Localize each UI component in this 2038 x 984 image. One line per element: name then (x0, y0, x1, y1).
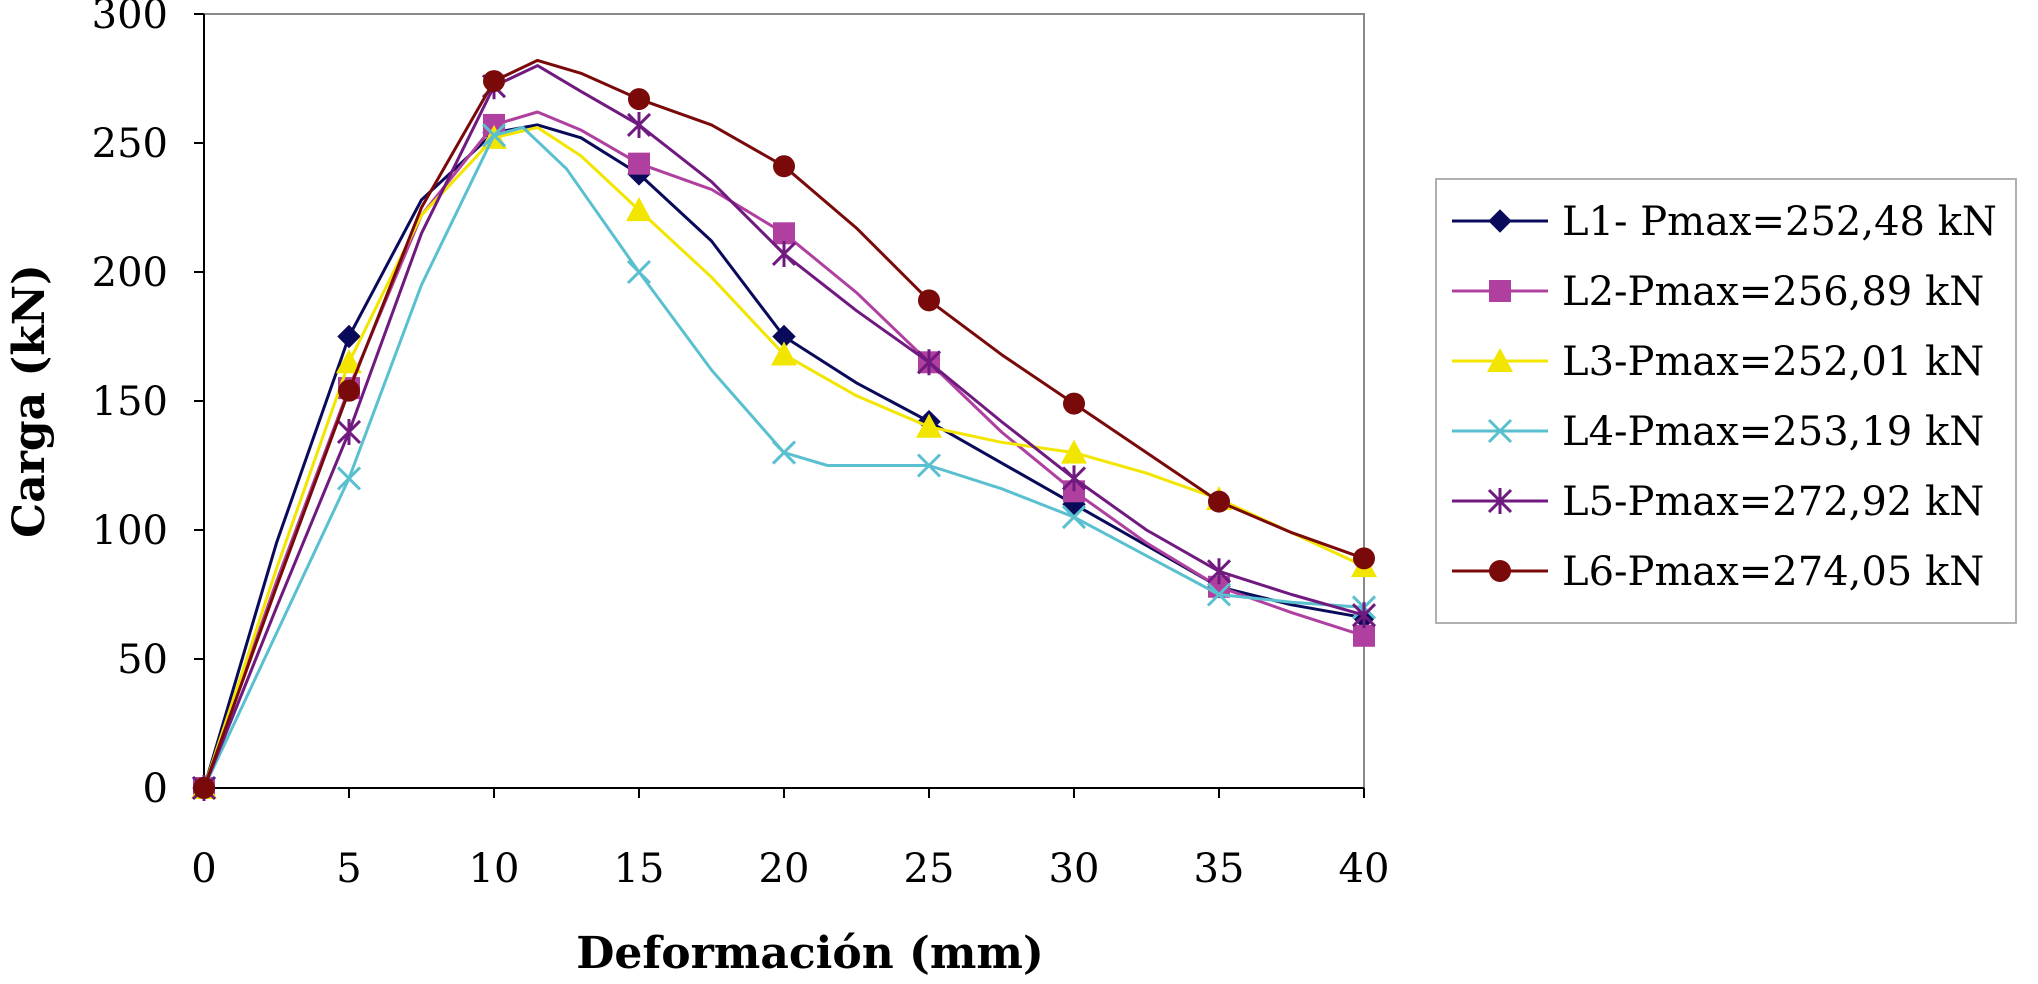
series-line (202, 110, 1365, 789)
data-point-circle (193, 777, 215, 799)
x-tick-label: 35 (1194, 846, 1245, 892)
data-point-circle (1063, 392, 1085, 415)
data-point-square (1353, 624, 1375, 647)
x-tick-label: 10 (469, 846, 520, 892)
data-point-x (1061, 505, 1087, 530)
data-point-x (481, 123, 507, 148)
x-axis-ticks: 0 5 10 15 20 25 30 35 40 (191, 788, 1389, 892)
data-point-star (626, 111, 652, 138)
series-layer (191, 58, 1377, 801)
data-point-x (916, 453, 942, 478)
data-point-star (916, 349, 942, 376)
data-point-circle (773, 155, 795, 178)
x-tick-label: 20 (759, 846, 810, 892)
data-point-circle (628, 88, 650, 111)
series-line (202, 58, 1365, 789)
legend-marker (1488, 209, 1512, 233)
legend-marker (1489, 280, 1511, 302)
legend-label: L4-Pmax=253,19 kN (1562, 409, 1984, 455)
data-point-circle (483, 70, 505, 93)
y-tick-label: 50 (117, 637, 168, 683)
x-tick-label: 0 (191, 846, 216, 892)
data-point-star (1351, 602, 1377, 629)
data-point-triangle (626, 197, 652, 222)
data-point-star (1206, 558, 1232, 585)
data-point-x (1206, 582, 1232, 607)
x-tick-label: 15 (614, 846, 665, 892)
legend-label: L3-Pmax=252,01 kN (1562, 339, 1984, 385)
y-tick-label: 150 (92, 379, 168, 425)
x-tick-label: 5 (336, 846, 361, 892)
x-tick-label: 30 (1049, 846, 1100, 892)
data-point-circle (1208, 490, 1230, 513)
x-tick-label: 25 (904, 846, 955, 892)
data-point-circle (1353, 547, 1375, 570)
y-tick-label: 250 (92, 121, 168, 167)
data-point-triangle (1061, 439, 1087, 464)
legend-label: L2-Pmax=256,89 kN (1562, 269, 1984, 315)
data-point-x (336, 466, 362, 491)
data-point-x (771, 440, 797, 465)
data-point-star (1061, 465, 1087, 492)
y-axis-title: Carga (kN) (4, 264, 55, 538)
y-tick-label: 100 (92, 508, 168, 554)
x-axis-title: Deformación (mm) (576, 928, 1044, 979)
x-tick-label: 40 (1339, 846, 1390, 892)
y-tick-label: 200 (92, 250, 168, 296)
data-point-circle (918, 289, 940, 312)
plot-area (203, 13, 1365, 789)
y-tick-label: 300 (92, 0, 168, 38)
legend-item: L1- Pmax=252,48 kN (1452, 199, 1997, 245)
data-point-diamond (337, 324, 361, 349)
legend-marker (1487, 348, 1513, 372)
series-line (202, 64, 1365, 789)
legend-item: L4-Pmax=253,19 kN (1452, 409, 1984, 455)
legend: L1- Pmax=252,48 kN L2-Pmax=256,89 kN L3-Pm… (1435, 178, 2017, 624)
legend-item: L3-Pmax=252,01 kN (1452, 339, 1984, 385)
data-point-triangle (336, 349, 362, 374)
legend-item: L6-Pmax=274,05 kN (1452, 549, 1984, 595)
y-tick-label: 0 (143, 766, 168, 812)
legend-marker (1487, 488, 1513, 514)
data-point-star (336, 418, 362, 445)
data-point-square (773, 222, 795, 245)
data-point-square (628, 152, 650, 175)
series-line (202, 123, 1365, 789)
data-point-circle (338, 379, 360, 402)
data-point-triangle (916, 413, 942, 438)
legend-label: L6-Pmax=274,05 kN (1562, 549, 1984, 595)
series-6 (193, 58, 1375, 799)
legend-item: L5-Pmax=272,92 kN (1452, 479, 1984, 525)
data-point-star (771, 240, 797, 267)
data-point-triangle (771, 341, 797, 366)
legend-marker (1487, 418, 1513, 444)
data-point-x (626, 259, 652, 285)
legend-label: L1- Pmax=252,48 kN (1562, 199, 1997, 245)
legend-marker (1489, 560, 1511, 582)
legend-item: L2-Pmax=256,89 kN (1452, 269, 1984, 315)
legend-box (1435, 178, 2017, 624)
legend-label: L5-Pmax=272,92 kN (1562, 479, 1984, 525)
y-axis-ticks: 0 50 100 150 200 250 300 (92, 0, 204, 812)
